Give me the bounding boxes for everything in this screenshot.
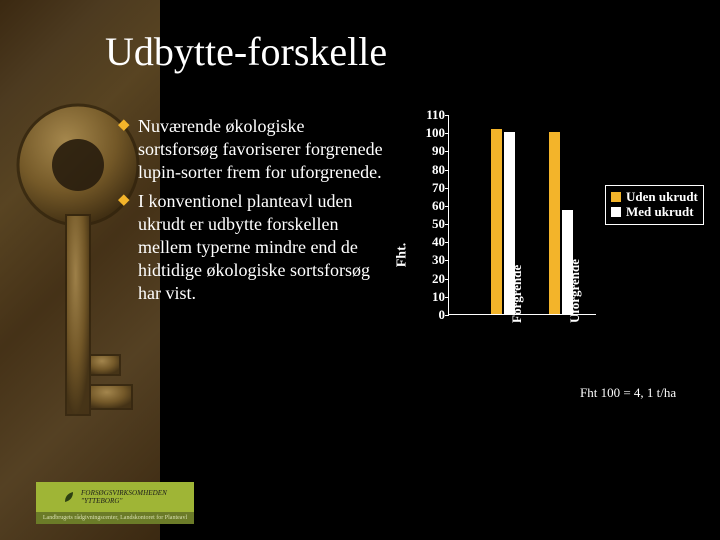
- legend-label: Med ukrudt: [626, 205, 694, 219]
- y-tick-mark: [445, 188, 449, 189]
- bar-chart: Fht. 0102030405060708090100110 Uden ukru…: [400, 115, 705, 395]
- y-tick-label: 40: [432, 234, 445, 250]
- chart-y-axis-label: Fht.: [394, 243, 410, 268]
- chart-legend: Uden ukrudt Med ukrudt: [605, 185, 704, 225]
- bullet-text: I konventionel planteavl uden ukrudt er …: [138, 190, 383, 305]
- y-tick-label: 20: [432, 271, 445, 287]
- y-tick-label: 50: [432, 216, 445, 232]
- bar: [491, 129, 502, 314]
- y-tick-label: 30: [432, 252, 445, 268]
- legend-item: Med ukrudt: [611, 205, 698, 219]
- y-tick-mark: [445, 242, 449, 243]
- y-tick-mark: [445, 224, 449, 225]
- y-tick-mark: [445, 206, 449, 207]
- slide: Udbytte-forskelle ◆ Nuværende økologiske…: [0, 0, 720, 540]
- legend-item: Uden ukrudt: [611, 190, 698, 204]
- y-tick-mark: [445, 115, 449, 116]
- y-tick-label: 60: [432, 198, 445, 214]
- y-tick-mark: [445, 170, 449, 171]
- y-tick-label: 90: [432, 143, 445, 159]
- leaf-icon: [63, 490, 77, 504]
- logo-top: FORSØGSVIRKSOMHEDEN "YTTEBORG": [36, 482, 194, 512]
- x-category-label: Uforgrende: [567, 259, 583, 323]
- bullet-list: ◆ Nuværende økologiske sortsforsøg favor…: [118, 115, 383, 311]
- logo-text-line2: "YTTEBORG": [81, 497, 167, 505]
- footer-logo: FORSØGSVIRKSOMHEDEN "YTTEBORG" Landbruge…: [36, 482, 194, 524]
- y-tick-mark: [445, 279, 449, 280]
- bullet-icon: ◆: [118, 115, 138, 184]
- bullet-text: Nuværende økologiske sortsforsøg favoris…: [138, 115, 383, 184]
- y-tick-mark: [445, 260, 449, 261]
- list-item: ◆ I konventionel planteavl uden ukrudt e…: [118, 190, 383, 305]
- y-tick-label: 110: [426, 107, 445, 123]
- y-tick-label: 70: [432, 180, 445, 196]
- logo-bottom: Landbrugets rådgivningscenter, Landskont…: [36, 512, 194, 524]
- chart-caption: Fht 100 = 4, 1 t/ha: [580, 385, 676, 401]
- bullet-icon: ◆: [118, 190, 138, 305]
- logo-text-line1: FORSØGSVIRKSOMHEDEN: [81, 489, 167, 497]
- y-tick-mark: [445, 315, 449, 316]
- y-tick-label: 10: [432, 289, 445, 305]
- x-category-label: Forgrende: [509, 265, 525, 323]
- legend-swatch: [611, 207, 621, 217]
- y-tick-mark: [445, 297, 449, 298]
- y-tick-mark: [445, 151, 449, 152]
- bar: [549, 132, 560, 314]
- y-tick-mark: [445, 133, 449, 134]
- legend-label: Uden ukrudt: [626, 190, 698, 204]
- y-tick-label: 80: [432, 162, 445, 178]
- slide-title: Udbytte-forskelle: [105, 28, 387, 75]
- legend-swatch: [611, 192, 621, 202]
- y-tick-label: 100: [426, 125, 446, 141]
- list-item: ◆ Nuværende økologiske sortsforsøg favor…: [118, 115, 383, 184]
